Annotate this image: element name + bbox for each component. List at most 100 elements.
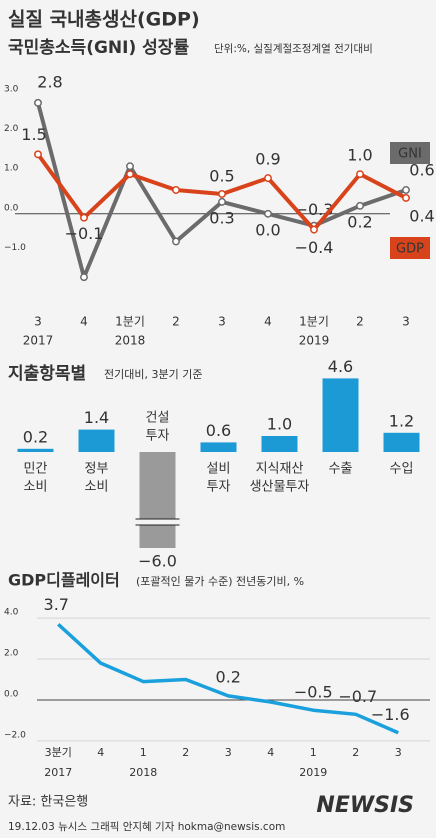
x-tick-label: 4 [80, 315, 88, 329]
data-label: 1.5 [21, 125, 46, 144]
bar [139, 452, 176, 548]
y-tick-label: 2.0 [4, 649, 19, 659]
chart-title: GDP디플레이터 [8, 571, 120, 590]
x-tick-label: 1 [310, 746, 317, 759]
data-label: 2.8 [37, 72, 62, 91]
data-label: 1.0 [267, 415, 292, 434]
chart-title: 실질 국내총생산(GDP) [8, 9, 200, 31]
x-tick-label: 투자 [207, 480, 231, 495]
chart-title: 지출항목별 [8, 363, 86, 384]
x-year-label: 2017 [44, 766, 72, 779]
x-tick-label: 2 [182, 746, 189, 759]
data-label: −1.6 [371, 705, 410, 724]
x-tick-label: 1분기 [115, 315, 145, 329]
data-label: 0.2 [23, 427, 48, 446]
chart-subtitle: (포괄적인 물가 수준) 전년동기비, % [136, 575, 304, 588]
y-tick-label: −1.0 [4, 243, 26, 253]
x-tick-label: 소비 [85, 480, 109, 495]
series-line [57, 622, 399, 735]
x-tick-label: 1 [140, 746, 147, 759]
data-label: 1.4 [84, 408, 109, 427]
point-marker [34, 98, 42, 107]
data-label: 3.7 [44, 595, 69, 614]
point-marker [402, 186, 410, 194]
point-marker [264, 209, 272, 218]
x-tick-label: 3 [395, 746, 402, 759]
x-year-label: 2019 [299, 334, 330, 348]
x-tick-label: 3 [34, 315, 42, 329]
y-tick-label: 2.0 [4, 124, 19, 134]
chart-note: 단위:%, 실질계절조정계열 전기대비 [214, 42, 373, 55]
x-year-label: 2018 [115, 334, 146, 348]
x-tick-label: 민간 [24, 462, 48, 477]
y-tick-label: −2.0 [4, 730, 26, 740]
x-tick-label: 3 [402, 315, 410, 329]
x-tick-label: 2 [172, 315, 180, 329]
data-label: −0.5 [294, 683, 333, 702]
x-year-label: 2018 [129, 766, 157, 779]
y-tick-label: 3.0 [4, 84, 19, 94]
series-line [36, 102, 407, 280]
point-marker [218, 190, 226, 198]
point-marker [172, 186, 180, 194]
source: 자료: 한국은행 [8, 794, 88, 810]
logo: NEWSIS [316, 793, 414, 818]
chart-subtitle: 전기대비, 3분기 기준 [104, 368, 202, 381]
data-label: 0.6 [206, 421, 231, 440]
point-marker [218, 197, 226, 206]
data-label: 0.4 [409, 206, 434, 225]
x-tick-label: 3 [218, 315, 226, 329]
x-tick-label: 4 [97, 746, 104, 759]
bar [383, 432, 420, 452]
data-label: −6.0 [138, 552, 177, 571]
bar [261, 436, 298, 452]
data-label: 0.2 [347, 212, 372, 231]
legend-swatch [390, 142, 430, 164]
point-marker [80, 213, 88, 222]
legend-label: GNI [398, 147, 422, 162]
legend-label: GDP [396, 242, 424, 257]
chart-subtitle: 국민총소득(GNI) 성장률 [8, 38, 189, 58]
legend-swatch [390, 237, 430, 259]
data-label: −0.3 [295, 200, 334, 219]
data-label: 0.6 [409, 161, 434, 180]
bar [17, 448, 54, 452]
point-marker [310, 225, 318, 234]
y-tick-label: 1.0 [4, 164, 19, 174]
data-label: −0.7 [338, 687, 377, 706]
credit: 19.12.03 뉴시스 그래픽 안지혜 기자 hokma@newsis.com [8, 821, 285, 833]
point-marker [264, 174, 272, 183]
x-tick-label: 3분기 [45, 746, 72, 759]
x-tick-label: 2 [352, 746, 359, 759]
point-marker [356, 201, 364, 210]
point-marker [126, 162, 134, 171]
x-tick-label: 수출 [329, 462, 353, 477]
data-label: 0.2 [216, 667, 241, 686]
x-tick-label: 4 [267, 746, 274, 759]
point-marker [126, 170, 134, 179]
x-year-label: 2019 [299, 766, 327, 779]
data-label: 0.5 [209, 166, 234, 185]
data-label: 0.3 [209, 208, 234, 227]
bar [200, 442, 237, 452]
data-label: 0.0 [255, 220, 280, 239]
x-tick-label: 지식재산 [256, 462, 304, 477]
data-label: −0.4 [295, 238, 334, 257]
x-tick-label: 3 [225, 746, 232, 759]
data-label: 1.2 [389, 411, 414, 430]
data-label: −0.1 [65, 224, 104, 243]
point-marker [172, 237, 180, 246]
bar [78, 429, 115, 452]
x-tick-label: 설비 [207, 462, 231, 477]
point-marker [34, 150, 42, 159]
point-marker [402, 193, 410, 202]
x-tick-label: 건설 [146, 411, 170, 426]
data-label: 4.6 [328, 357, 353, 376]
x-tick-label: 정부 [85, 462, 109, 477]
point-marker [356, 170, 364, 179]
x-tick-label: 2 [356, 315, 364, 329]
axis-break-gap [135, 519, 180, 525]
x-year-label: 2017 [23, 334, 54, 348]
data-label: 1.0 [347, 146, 372, 165]
